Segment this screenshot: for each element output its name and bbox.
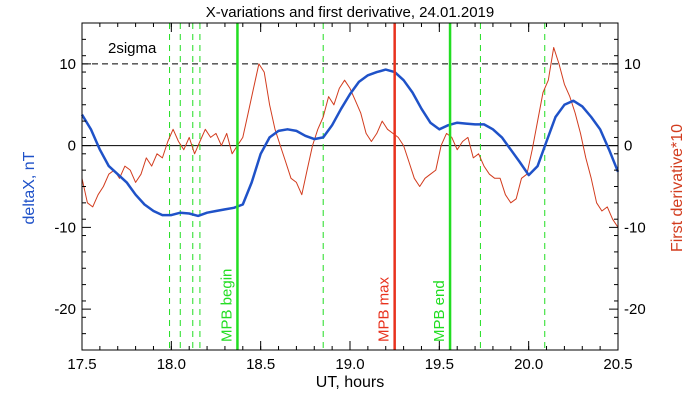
reference-lines	[82, 63, 618, 147]
y-tick-label-right: 10	[624, 56, 641, 73]
x-axis-label: UT, hours	[316, 374, 384, 391]
y-tick-label-right: -20	[624, 301, 646, 318]
marker-label-2: MPB end	[431, 280, 448, 342]
two-sigma-annotation: 2sigma	[108, 40, 157, 57]
x-tick-label: 20.5	[603, 356, 632, 373]
axis-ticks: 17.5 18.0 18.5 19.0 19.5 20.0 20.5 10 10 0 0 -10 -10…	[54, 22, 646, 373]
y-axis-label-right: First derivative*10	[669, 124, 686, 252]
x-tick-label: 18.5	[246, 356, 275, 373]
y-tick-label-left: 10	[59, 56, 76, 73]
x-tick-label: 18.0	[157, 356, 186, 373]
y-tick-label-left: -20	[54, 301, 76, 318]
y-tick-label-left: 0	[68, 138, 76, 155]
x-tick-label: 19.5	[425, 356, 454, 373]
chart-title: X-variations and first derivative, 24.01…	[206, 4, 495, 21]
x-tick-label: 17.5	[67, 356, 96, 373]
y-tick-label-right: 0	[624, 138, 632, 155]
y-tick-label-right: -10	[624, 219, 646, 236]
vertical-markers: MPB begin MPB max MPB end	[218, 23, 452, 350]
series-lines	[80, 47, 620, 228]
marker-label-0: MPB begin	[218, 269, 235, 342]
y-tick-label-left: -10	[54, 219, 76, 236]
deltax-series-line	[80, 68, 620, 218]
plot-frame	[81, 22, 619, 351]
x-tick-label: 20.0	[514, 356, 543, 373]
derivative-series-line	[81, 47, 619, 228]
y-axis-label-left: deltaX, nT	[21, 151, 38, 224]
marker-label-1: MPB max	[376, 276, 393, 342]
x-tick-label: 19.0	[335, 356, 364, 373]
